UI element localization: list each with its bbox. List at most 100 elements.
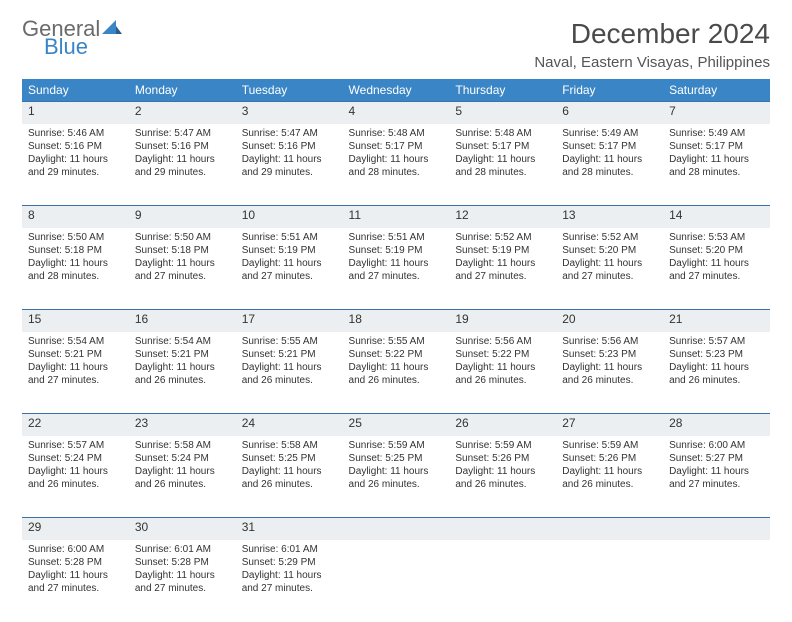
sunset-line: Sunset: 5:16 PM (135, 140, 230, 153)
sunrise-line: Sunrise: 5:51 AM (349, 231, 444, 244)
sunrise-line: Sunrise: 5:50 AM (28, 231, 123, 244)
title-block: December 2024 Naval, Eastern Visayas, Ph… (534, 18, 770, 71)
day-header: Sunday (22, 79, 129, 102)
day-header: Wednesday (343, 79, 450, 102)
daylight-line: Daylight: 11 hours and 27 minutes. (242, 569, 337, 595)
sunset-line: Sunset: 5:25 PM (242, 452, 337, 465)
day-number: 31 (242, 520, 337, 536)
sunset-line: Sunset: 5:29 PM (242, 556, 337, 569)
sunrise-line: Sunrise: 5:52 AM (455, 231, 550, 244)
daylight-line: Daylight: 11 hours and 26 minutes. (135, 361, 230, 387)
day-header: Friday (556, 79, 663, 102)
daylight-line: Daylight: 11 hours and 27 minutes. (135, 569, 230, 595)
sunrise-line: Sunrise: 5:59 AM (455, 439, 550, 452)
daylight-line: Daylight: 11 hours and 26 minutes. (455, 361, 550, 387)
day-content-cell: Sunrise: 6:01 AMSunset: 5:29 PMDaylight:… (236, 540, 343, 622)
day-number: 4 (349, 104, 444, 120)
sunset-line: Sunset: 5:28 PM (135, 556, 230, 569)
sunrise-line: Sunrise: 5:49 AM (669, 127, 764, 140)
daylight-line: Daylight: 11 hours and 26 minutes. (349, 465, 444, 491)
day-number-cell: 18 (343, 310, 450, 332)
day-number: 13 (562, 208, 657, 224)
sunset-line: Sunset: 5:18 PM (28, 244, 123, 257)
day-number-cell: 22 (22, 414, 129, 436)
sunset-line: Sunset: 5:28 PM (28, 556, 123, 569)
day-number: 6 (562, 104, 657, 120)
sunset-line: Sunset: 5:26 PM (562, 452, 657, 465)
sunset-line: Sunset: 5:19 PM (349, 244, 444, 257)
day-content-cell: Sunrise: 5:59 AMSunset: 5:26 PMDaylight:… (556, 436, 663, 518)
day-header: Saturday (663, 79, 770, 102)
day-number-cell: 31 (236, 518, 343, 540)
day-number: 7 (669, 104, 764, 120)
daylight-line: Daylight: 11 hours and 28 minutes. (669, 153, 764, 179)
day-number: 11 (349, 208, 444, 224)
day-number: 1 (28, 104, 123, 120)
sunrise-line: Sunrise: 5:54 AM (135, 335, 230, 348)
sunrise-line: Sunrise: 5:47 AM (242, 127, 337, 140)
sunrise-line: Sunrise: 6:00 AM (669, 439, 764, 452)
day-content-cell: Sunrise: 5:49 AMSunset: 5:17 PMDaylight:… (663, 124, 770, 206)
day-number-cell: 21 (663, 310, 770, 332)
day-content-cell: Sunrise: 5:47 AMSunset: 5:16 PMDaylight:… (236, 124, 343, 206)
day-number-cell: 13 (556, 206, 663, 228)
day-number: 29 (28, 520, 123, 536)
day-number: 24 (242, 416, 337, 432)
day-number-cell: 10 (236, 206, 343, 228)
day-number-cell: 6 (556, 102, 663, 124)
sunrise-line: Sunrise: 5:57 AM (28, 439, 123, 452)
day-content-cell: Sunrise: 5:49 AMSunset: 5:17 PMDaylight:… (556, 124, 663, 206)
day-number: 22 (28, 416, 123, 432)
day-header: Thursday (449, 79, 556, 102)
day-header-row: SundayMondayTuesdayWednesdayThursdayFrid… (22, 79, 770, 102)
sunset-line: Sunset: 5:21 PM (28, 348, 123, 361)
day-content-cell: Sunrise: 6:00 AMSunset: 5:27 PMDaylight:… (663, 436, 770, 518)
sunrise-line: Sunrise: 5:52 AM (562, 231, 657, 244)
day-number-cell: 16 (129, 310, 236, 332)
sunrise-line: Sunrise: 5:49 AM (562, 127, 657, 140)
day-content-cell: Sunrise: 5:56 AMSunset: 5:23 PMDaylight:… (556, 332, 663, 414)
empty-cell (556, 518, 663, 540)
day-number-cell: 1 (22, 102, 129, 124)
empty-cell (343, 540, 450, 622)
sunrise-line: Sunrise: 5:56 AM (562, 335, 657, 348)
sunrise-line: Sunrise: 5:55 AM (349, 335, 444, 348)
day-number: 9 (135, 208, 230, 224)
day-number-cell: 14 (663, 206, 770, 228)
day-number-cell: 2 (129, 102, 236, 124)
sunset-line: Sunset: 5:22 PM (349, 348, 444, 361)
day-number: 23 (135, 416, 230, 432)
sunset-line: Sunset: 5:16 PM (242, 140, 337, 153)
day-number-cell: 19 (449, 310, 556, 332)
day-number: 3 (242, 104, 337, 120)
empty-cell (449, 518, 556, 540)
empty-cell (663, 540, 770, 622)
week-number-row: 1234567 (22, 102, 770, 124)
week-content-row: Sunrise: 5:57 AMSunset: 5:24 PM Daylight:… (22, 436, 770, 518)
day-number: 30 (135, 520, 230, 536)
daylight-line: Daylight: 11 hours and 29 minutes. (242, 153, 337, 179)
day-content-cell: Sunrise: 5:52 AMSunset: 5:19 PMDaylight:… (449, 228, 556, 310)
location-text: Naval, Eastern Visayas, Philippines (534, 54, 770, 71)
sunset-line: Sunset: 5:16 PM (28, 140, 123, 153)
sunset-line: Sunset: 5:24 PM (28, 452, 123, 465)
day-number: 20 (562, 312, 657, 328)
day-number: 28 (669, 416, 764, 432)
daylight-line: Daylight: 11 hours and 27 minutes. (135, 257, 230, 283)
daylight-line: Daylight: 11 hours and 26 minutes. (135, 465, 230, 491)
daylight-line: Daylight: 11 hours and 28 minutes. (28, 257, 123, 283)
sunrise-line: Sunrise: 6:00 AM (28, 543, 123, 556)
day-number-cell: 29 (22, 518, 129, 540)
day-header: Tuesday (236, 79, 343, 102)
sunrise-line: Sunrise: 5:59 AM (349, 439, 444, 452)
empty-cell (556, 540, 663, 622)
sunset-line: Sunset: 5:22 PM (455, 348, 550, 361)
week-number-row: 29 30 31 (22, 518, 770, 540)
logo-text-blue: Blue (44, 36, 122, 58)
daylight-line: Daylight: 11 hours and 26 minutes. (562, 361, 657, 387)
week-content-row: Sunrise: 5:54 AM Sunset: 5:21 PM Daylight:… (22, 332, 770, 414)
sunset-line: Sunset: 5:18 PM (135, 244, 230, 257)
sunrise-line: Sunrise: 5:58 AM (135, 439, 230, 452)
day-number: 15 (28, 312, 123, 328)
day-number-cell: 15 (22, 310, 129, 332)
